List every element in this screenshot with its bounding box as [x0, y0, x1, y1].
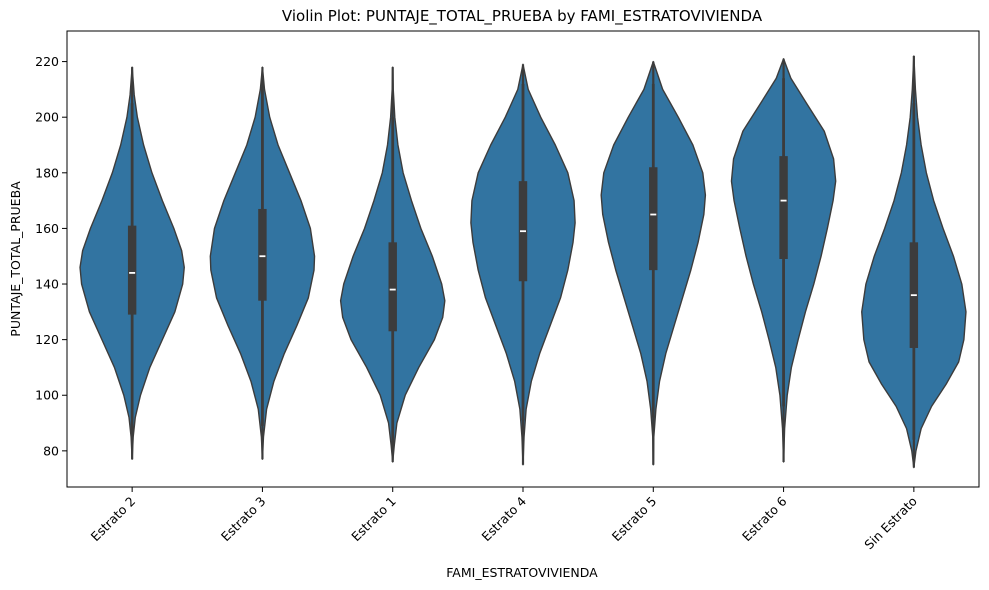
- violin-estrato-4: [470, 63, 576, 466]
- x-tick-label: Estrato 1: [348, 494, 399, 545]
- violin-estrato-5: [600, 60, 707, 466]
- y-tick-label: 200: [35, 110, 59, 125]
- x-tick-label: Estrato 4: [478, 493, 529, 544]
- y-axis-label: PUNTAJE_TOTAL_PRUEBA: [8, 181, 23, 337]
- plot-area: [79, 55, 967, 469]
- y-tick-label: 160: [35, 221, 59, 236]
- x-tick-label: Sin Estrato: [861, 494, 920, 553]
- violin-iqr-box: [649, 167, 658, 271]
- y-tick-label: 140: [35, 277, 59, 292]
- x-axis-label: FAMI_ESTRATOVIVIENDA: [446, 565, 598, 580]
- violin-estrato-2: [79, 66, 185, 460]
- violin-sin-estrato: [861, 55, 967, 469]
- y-tick-label: 220: [35, 54, 59, 69]
- y-axis: 80 100 120 140 160 180 200 220: [35, 54, 67, 458]
- violin-iqr-box: [258, 208, 267, 301]
- y-tick-label: 80: [43, 443, 59, 458]
- y-tick-label: 120: [35, 332, 59, 347]
- x-tick-label: Estrato 5: [609, 494, 660, 545]
- chart-title: Violin Plot: PUNTAJE_TOTAL_PRUEBA by FAM…: [282, 7, 763, 26]
- violin-estrato-6: [730, 58, 837, 463]
- violin-iqr-box: [779, 156, 788, 259]
- x-tick-label: Estrato 3: [218, 494, 269, 545]
- violin-estrato-1: [339, 66, 446, 463]
- y-tick-label: 100: [35, 388, 59, 403]
- x-tick-label: Estrato 2: [88, 494, 139, 545]
- violin-iqr-box: [127, 225, 137, 315]
- x-tick-label: Estrato 6: [739, 493, 790, 544]
- violin-estrato-3: [209, 66, 316, 460]
- x-axis: Estrato 2 Estrato 3 Estrato 1 Estrato 4 Estr…: [88, 487, 920, 552]
- y-tick-label: 180: [35, 165, 59, 180]
- violin-iqr-box: [388, 242, 397, 332]
